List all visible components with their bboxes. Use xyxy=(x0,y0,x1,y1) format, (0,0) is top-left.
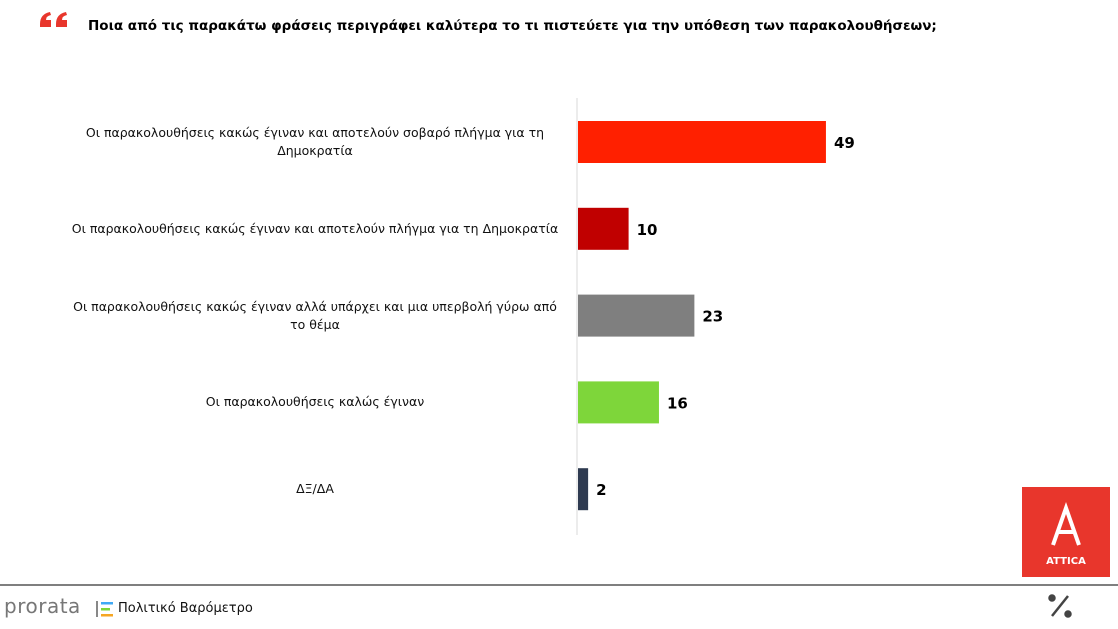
logo-text: ATTICA xyxy=(1046,556,1086,567)
bar xyxy=(578,294,695,337)
logo-box xyxy=(1022,487,1110,577)
brand-icon xyxy=(96,601,113,617)
quote-icon xyxy=(40,12,67,27)
category-label: Οι παρακολουθήσεις καλώς έγιναν xyxy=(205,394,425,410)
footer-subtitle: Πολιτικό Βαρόμετρο xyxy=(118,601,253,616)
category-label: Οι παρακολουθήσεις κακώς έγιναν και αποτ… xyxy=(85,125,545,158)
bar xyxy=(578,381,659,424)
category-label: Οι παρακολουθήσεις κακώς έγιναν αλλά υπά… xyxy=(73,298,557,332)
percent-icon xyxy=(1048,594,1072,618)
bar xyxy=(578,468,589,511)
chart-title: Ποια από τις παρακάτω φράσεις περιγράφει… xyxy=(88,18,937,34)
value-label: 23 xyxy=(702,308,723,326)
category-label: Οι παρακολουθήσεις κακώς έγιναν και αποτ… xyxy=(71,220,559,236)
footer-brand: prorata xyxy=(4,594,81,618)
bar xyxy=(578,207,629,250)
bar xyxy=(578,121,826,163)
value-label: 2 xyxy=(596,481,606,499)
value-label: 49 xyxy=(834,134,855,152)
value-label: 16 xyxy=(667,394,688,412)
value-label: 10 xyxy=(637,221,658,239)
category-label: ΔΞ/ΔΑ xyxy=(296,481,334,497)
